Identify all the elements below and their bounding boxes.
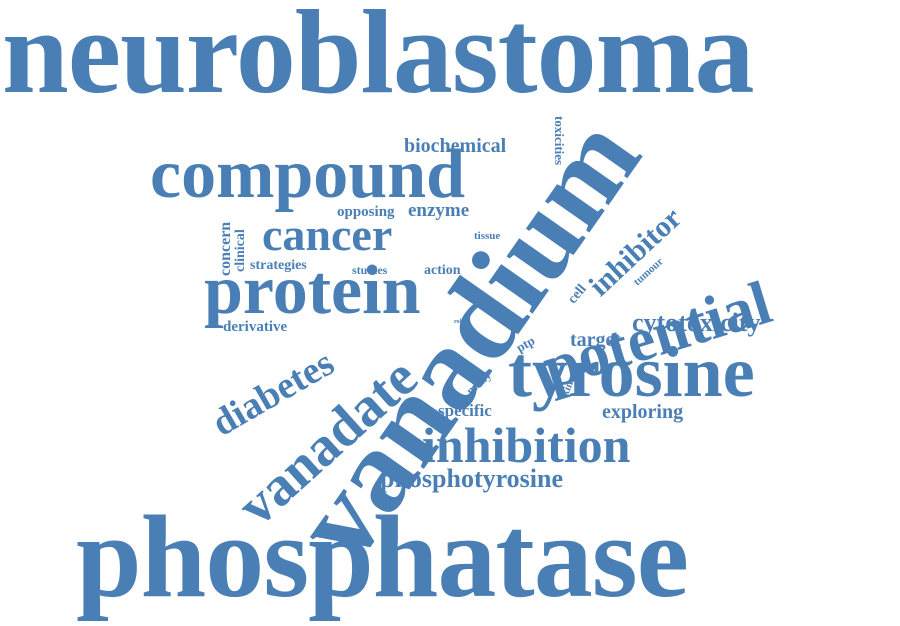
word-enzyme: enzyme (408, 200, 470, 221)
word-tissue: tissue (474, 230, 501, 242)
word-derivative: derivative (223, 319, 288, 335)
word-phosphatase: phosphatase (76, 491, 689, 622)
word-specific: specific (438, 401, 492, 420)
word-cancer: cancer (262, 209, 393, 260)
word-action: action (424, 263, 461, 278)
word-neuroblastoma: neuroblastoma (2, 0, 755, 118)
word-role: role (454, 319, 464, 325)
word-tyrosine: tyrosine (508, 332, 755, 412)
word-harm: harm (486, 303, 503, 311)
word-phosphotyrosine: phosphotyrosine (380, 464, 564, 493)
word-exploring: exploring (602, 401, 684, 423)
word-biochemical: biochemical (404, 135, 507, 157)
word-clinical: clinical (233, 229, 248, 272)
word-compound: compound (150, 136, 466, 213)
word-concern: concern (217, 221, 234, 276)
word-protein: protein (204, 252, 421, 329)
word-strategies: strategies (250, 258, 307, 273)
word-opposing: opposing (337, 204, 395, 220)
word-target: target (570, 329, 622, 351)
word-trial: trial (474, 292, 487, 300)
word-toxicities: toxicities (552, 116, 567, 166)
word-studies: studies (352, 263, 388, 277)
word-inhibition: inhibition (422, 417, 631, 473)
word-cytotoxicity: cytotoxicity (632, 308, 761, 337)
